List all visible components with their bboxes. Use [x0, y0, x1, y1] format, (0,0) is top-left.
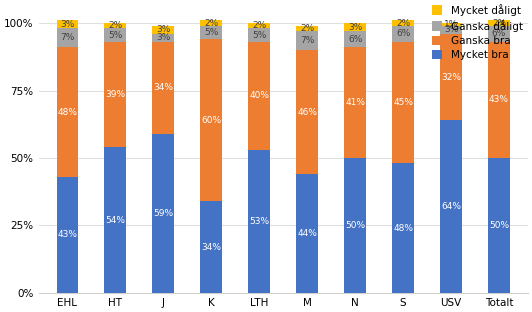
Bar — [248, 28, 270, 42]
Text: 50%: 50% — [345, 221, 365, 230]
Text: 2%: 2% — [108, 21, 122, 30]
Text: 7%: 7% — [60, 33, 74, 42]
Bar — [56, 20, 78, 28]
Bar — [201, 20, 222, 26]
Bar — [488, 42, 510, 158]
Text: 5%: 5% — [252, 31, 267, 40]
Text: 44%: 44% — [297, 229, 317, 238]
Text: 34%: 34% — [153, 83, 173, 92]
Bar — [153, 26, 174, 34]
Bar — [153, 134, 174, 293]
Bar — [392, 20, 414, 26]
Text: 39%: 39% — [105, 90, 126, 99]
Text: 5%: 5% — [108, 31, 122, 40]
Bar — [248, 150, 270, 293]
Text: 3%: 3% — [444, 25, 458, 34]
Bar — [392, 163, 414, 293]
Text: 45%: 45% — [393, 98, 413, 107]
Bar — [201, 201, 222, 293]
Text: 40%: 40% — [249, 91, 269, 100]
Text: 2%: 2% — [252, 21, 267, 30]
Text: 6%: 6% — [492, 29, 506, 38]
Text: 2%: 2% — [204, 18, 218, 27]
Bar — [392, 26, 414, 42]
Bar — [56, 177, 78, 293]
Text: 64%: 64% — [441, 202, 461, 211]
Text: 34%: 34% — [201, 243, 221, 251]
Text: 2%: 2% — [396, 18, 410, 27]
Bar — [104, 42, 126, 147]
Bar — [440, 26, 462, 34]
Text: 3%: 3% — [156, 25, 170, 34]
Bar — [248, 23, 270, 28]
Bar — [440, 120, 462, 293]
Bar — [153, 34, 174, 42]
Text: 59%: 59% — [153, 209, 173, 218]
Bar — [344, 23, 366, 31]
Bar — [201, 26, 222, 39]
Bar — [296, 50, 318, 174]
Bar — [344, 158, 366, 293]
Bar — [104, 23, 126, 28]
Text: 60%: 60% — [201, 116, 221, 125]
Text: 6%: 6% — [348, 35, 362, 44]
Text: 48%: 48% — [393, 224, 413, 233]
Text: 53%: 53% — [249, 217, 269, 226]
Bar — [344, 47, 366, 158]
Bar — [344, 31, 366, 47]
Text: 46%: 46% — [297, 108, 317, 117]
Bar — [392, 42, 414, 163]
Bar — [201, 39, 222, 201]
Bar — [440, 23, 462, 26]
Text: 48%: 48% — [57, 108, 77, 117]
Text: 1%: 1% — [444, 20, 458, 29]
Bar — [440, 34, 462, 120]
Text: 50%: 50% — [489, 221, 509, 230]
Text: 41%: 41% — [345, 98, 365, 107]
Text: 5%: 5% — [204, 28, 219, 37]
Text: 3%: 3% — [156, 33, 170, 42]
Bar — [56, 47, 78, 177]
Bar — [248, 42, 270, 150]
Bar — [104, 147, 126, 293]
Bar — [296, 26, 318, 31]
Legend: Mycket dåligt, Ganska dåligt, Ganska bra, Mycket bra: Mycket dåligt, Ganska dåligt, Ganska bra… — [432, 4, 522, 60]
Text: 2%: 2% — [492, 18, 506, 27]
Bar — [104, 28, 126, 42]
Text: 3%: 3% — [60, 20, 74, 29]
Bar — [488, 158, 510, 293]
Text: 32%: 32% — [441, 73, 461, 81]
Text: 3%: 3% — [348, 22, 362, 32]
Text: 54%: 54% — [105, 216, 125, 225]
Bar — [296, 174, 318, 293]
Text: 6%: 6% — [396, 29, 410, 38]
Text: 7%: 7% — [300, 36, 314, 45]
Bar — [488, 26, 510, 42]
Bar — [488, 20, 510, 26]
Bar — [56, 28, 78, 47]
Bar — [153, 42, 174, 134]
Bar — [296, 31, 318, 50]
Text: 43%: 43% — [57, 231, 77, 239]
Text: 43%: 43% — [489, 95, 509, 105]
Text: 2%: 2% — [300, 24, 314, 33]
